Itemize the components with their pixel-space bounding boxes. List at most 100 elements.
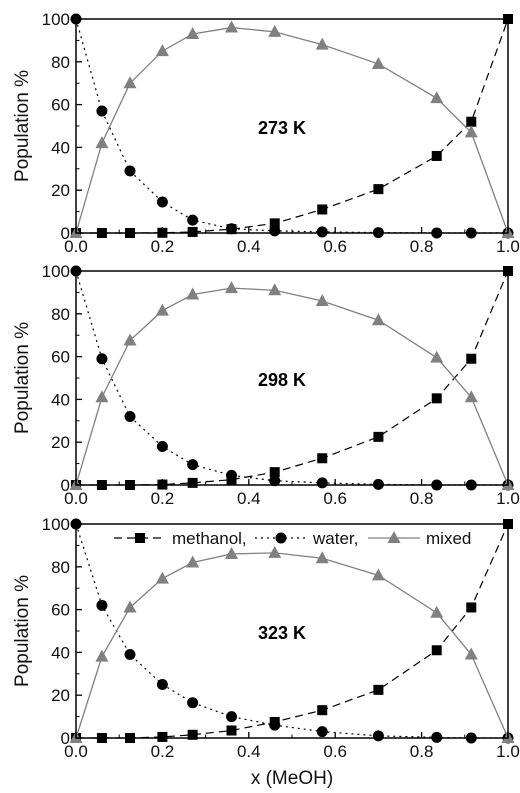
mixed-data-point (430, 350, 444, 363)
mixed-data-point (155, 44, 169, 57)
mixed-data-point (155, 303, 169, 316)
temperature-label: 273 K (258, 118, 306, 138)
y-tick-label: 40 (51, 138, 70, 157)
x-tick-label: 0.6 (323, 489, 347, 508)
chart-panel-3: 0 20 40 60 80 100 0.0 0.2 0.4 0.6 0.8 1.0 Population… (12, 515, 520, 789)
methanol-data-point (226, 725, 237, 736)
mixed-legend-label: mixed (426, 529, 471, 548)
y-axis-label: Population % (12, 322, 33, 434)
x-tick-label: 0.2 (151, 742, 175, 761)
x-tick-label: 0.0 (64, 742, 88, 761)
x-tick-label: 0.8 (410, 237, 434, 256)
y-axis-label: Population % (12, 575, 33, 687)
mixed-data-point (225, 20, 239, 33)
water-data-point (156, 440, 168, 452)
water-data-point (269, 225, 281, 237)
methanol-data-point (317, 204, 328, 215)
y-tick-label: 20 (51, 181, 70, 200)
mixed-data-point (371, 568, 385, 581)
y-tick-label: 0 (61, 224, 70, 243)
legend: methanol, water, mixed (114, 529, 471, 548)
mixed-series-line (75, 287, 509, 486)
methanol-legend-label: methanol, (172, 529, 247, 548)
water-data-point (316, 477, 328, 489)
water-data-point (96, 353, 108, 365)
y-tick-label: 40 (51, 390, 70, 409)
water-legend-label: water, (312, 529, 358, 548)
water-data-point (96, 105, 108, 117)
mixed-data-point (123, 76, 137, 89)
x-tick-label: 1.0 (496, 489, 520, 508)
mixed-data-point (155, 571, 169, 584)
y-tick-label: 80 (51, 558, 70, 577)
methanol-data-point (317, 453, 328, 464)
x-tick-label: 0.6 (323, 742, 347, 761)
mixed-data-point (186, 287, 200, 300)
x-tick-label: 0.8 (410, 489, 434, 508)
water-data-point (156, 196, 168, 208)
mixed-data-point (464, 647, 478, 660)
mixed-data-point (123, 600, 137, 613)
water-data-point (156, 679, 168, 690)
mixed-data-point (430, 91, 444, 104)
methanol-data-point (431, 150, 442, 161)
methanol-data-point (187, 729, 198, 740)
methanol-data-point (431, 645, 442, 656)
mixed-series-line (75, 26, 509, 234)
water-data-point (226, 223, 238, 235)
methanol-data-point (187, 477, 198, 488)
x-tick-label: 0.2 (151, 237, 175, 256)
y-tick-label: 40 (51, 643, 70, 662)
y-tick-label: 80 (51, 305, 70, 324)
mixed-data-point (268, 545, 282, 558)
water-data-point (269, 719, 281, 731)
water-data-point (187, 459, 199, 471)
x-tick-label: 1.0 (496, 742, 520, 761)
water-data-point (316, 226, 328, 238)
mixed-data-point (371, 313, 385, 326)
water-data-point (226, 469, 238, 481)
x-tick-label: 0.8 (410, 742, 434, 761)
y-tick-label: 100 (42, 10, 70, 29)
x-tick-label: 0.0 (64, 489, 88, 508)
y-tick-label: 20 (51, 686, 70, 705)
water-data-point (226, 711, 238, 723)
mixed-data-point (186, 26, 200, 39)
temperature-label: 323 K (258, 623, 306, 643)
y-tick-label: 80 (51, 53, 70, 72)
water-legend-marker (275, 532, 287, 544)
mixed-data-point (315, 37, 329, 50)
temperature-label: 298 K (258, 370, 306, 390)
x-axis-label: x (MeOH) (251, 768, 333, 789)
water-data-point (124, 649, 136, 661)
y-axis-label: Population % (12, 70, 33, 182)
x-tick-label: 1.0 (496, 237, 520, 256)
water-data-point (187, 697, 199, 709)
mixed-data-point (225, 546, 239, 559)
mixed-legend-marker (387, 531, 401, 543)
chart-panel-2: 0 20 40 60 80 100 0.0 0.2 0.4 0.6 0.8 1.0 Population… (12, 262, 520, 508)
y-tick-label: 100 (42, 262, 70, 281)
y-tick-label: 0 (61, 476, 70, 495)
y-tick-label: 20 (51, 433, 70, 452)
methanol-data-point (466, 602, 477, 613)
methanol-data-point (373, 431, 384, 442)
x-tick-label: 0.0 (64, 237, 88, 256)
mixed-data-point (123, 333, 137, 346)
mixed-data-point (464, 390, 478, 403)
water-data-point (269, 475, 281, 487)
water-data-point (124, 165, 136, 177)
x-tick-label: 0.4 (237, 742, 261, 761)
mixed-data-point (268, 283, 282, 296)
methanol-data-point (269, 467, 280, 478)
mixed-data-point (315, 551, 329, 564)
x-tick-label: 0.6 (323, 237, 347, 256)
methanol-data-point (187, 226, 198, 237)
y-tick-label: 60 (51, 348, 70, 367)
water-data-point (187, 214, 199, 226)
methanol-data-point (466, 116, 477, 127)
x-tick-label: 0.2 (151, 489, 175, 508)
mixed-data-point (464, 125, 478, 138)
water-data-point (316, 726, 328, 738)
chart-panel-1: 0 20 40 60 80 100 0.0 0.2 0.4 0.6 0.8 1.0 Population… (12, 10, 520, 256)
